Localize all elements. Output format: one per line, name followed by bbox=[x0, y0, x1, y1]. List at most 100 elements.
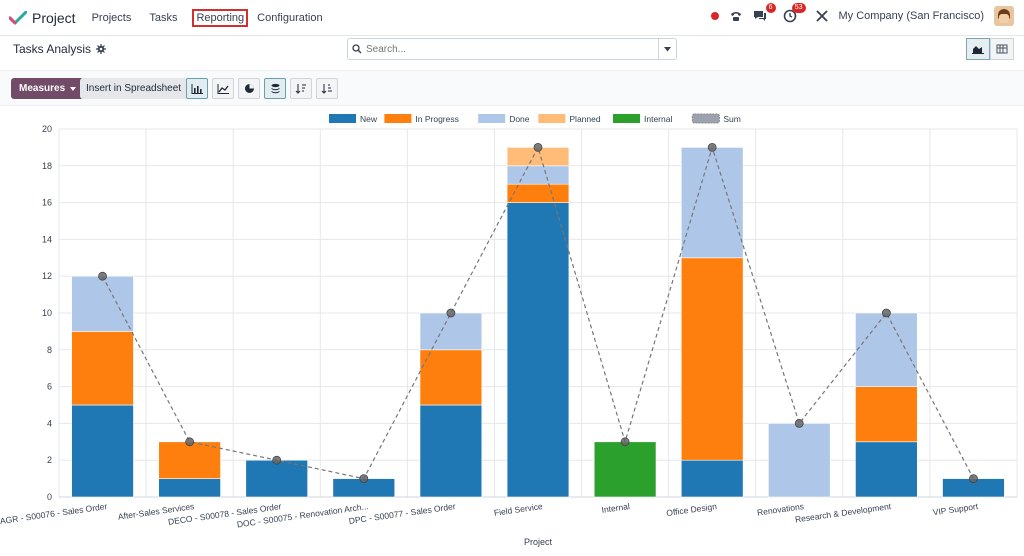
app-brand[interactable]: Project bbox=[9, 10, 76, 26]
caret-down-icon bbox=[70, 86, 77, 91]
x-tick-label: VIP Support bbox=[932, 501, 979, 517]
sum-point[interactable] bbox=[98, 271, 107, 281]
tools-icon[interactable] bbox=[815, 9, 829, 23]
x-tick-label: Office Design bbox=[666, 501, 718, 518]
menu-projects[interactable]: Projects bbox=[91, 11, 132, 24]
line-chart-button[interactable] bbox=[212, 78, 234, 99]
bar-segment[interactable] bbox=[680, 147, 744, 259]
bar-chart-icon bbox=[191, 83, 203, 94]
y-tick-label: 6 bbox=[47, 382, 52, 392]
bar-segment[interactable] bbox=[71, 275, 134, 332]
bar-segment[interactable] bbox=[158, 441, 221, 479]
x-tick-label: Research & Development bbox=[794, 501, 892, 524]
pivot-view-button[interactable] bbox=[990, 38, 1014, 60]
bar-segment[interactable] bbox=[506, 165, 570, 185]
pie-chart-icon bbox=[244, 84, 254, 93]
legend-swatch-sum bbox=[691, 113, 720, 124]
phone-icon[interactable] bbox=[729, 9, 743, 23]
x-axis-label: Project bbox=[524, 537, 553, 547]
legend-swatch bbox=[478, 114, 506, 123]
measures-label: Measures bbox=[19, 83, 66, 94]
graph-chart: 0 2 4 6 8 10 12 14 16 18 20 AGR - S00076 - Sales Or… bbox=[0, 107, 1024, 556]
legend-label: Planned bbox=[569, 114, 600, 124]
menu-configuration[interactable]: Configuration bbox=[257, 11, 323, 24]
top-navbar: Project Projects Tasks Reporting Configu… bbox=[0, 0, 1024, 36]
insert-spreadsheet-button[interactable]: Insert in Spreadsheet bbox=[80, 78, 188, 99]
legend-swatch bbox=[329, 114, 356, 123]
sort-ascending-button[interactable] bbox=[316, 78, 338, 99]
x-tick-label: Field Service bbox=[493, 501, 543, 518]
legend-item[interactable]: Planned bbox=[538, 114, 601, 124]
legend-label: Sum bbox=[723, 114, 740, 124]
company-switcher[interactable]: My Company (San Francisco) bbox=[838, 10, 985, 22]
sum-point[interactable] bbox=[707, 143, 717, 152]
bar-segment[interactable] bbox=[855, 441, 918, 498]
bar-segment[interactable] bbox=[593, 441, 657, 498]
legend-item[interactable]: New bbox=[329, 114, 378, 124]
y-tick-label: 8 bbox=[47, 345, 52, 355]
y-tick-label: 4 bbox=[47, 418, 52, 428]
bar-segment[interactable] bbox=[680, 459, 744, 498]
bar-segment[interactable] bbox=[71, 404, 134, 498]
bar-chart-button[interactable] bbox=[186, 78, 208, 99]
legend-item[interactable]: Sum bbox=[691, 113, 741, 124]
sort-ascending-icon bbox=[321, 84, 332, 94]
menu-reporting[interactable]: Reporting bbox=[192, 8, 249, 27]
bar-segment[interactable] bbox=[768, 423, 831, 498]
gear-icon[interactable] bbox=[96, 44, 107, 54]
bar-segment[interactable] bbox=[419, 404, 483, 498]
y-tick-label: 20 bbox=[42, 124, 52, 134]
sum-point[interactable] bbox=[359, 474, 369, 484]
bar-segment[interactable] bbox=[506, 202, 570, 498]
bar-segment[interactable] bbox=[245, 459, 308, 498]
chat-icon[interactable]: 6 bbox=[753, 3, 776, 23]
sum-point[interactable] bbox=[620, 437, 630, 447]
line-chart-icon bbox=[217, 83, 229, 94]
search-options-toggle[interactable] bbox=[658, 39, 676, 59]
area-chart-icon bbox=[972, 46, 984, 54]
search-input[interactable] bbox=[366, 43, 658, 55]
search-icon bbox=[348, 44, 366, 54]
y-tick-label: 10 bbox=[42, 308, 52, 318]
pie-chart-button[interactable] bbox=[238, 78, 260, 99]
bar-segment[interactable] bbox=[71, 331, 134, 406]
sum-point[interactable] bbox=[969, 474, 978, 484]
bar-segment[interactable] bbox=[419, 312, 483, 351]
user-avatar[interactable] bbox=[994, 6, 1014, 26]
legend-item[interactable]: Done bbox=[478, 114, 530, 124]
search-bar bbox=[347, 38, 677, 60]
sum-point[interactable] bbox=[272, 455, 282, 465]
legend-label: New bbox=[360, 114, 378, 124]
chat-badge: 6 bbox=[765, 3, 776, 13]
x-tick-label: AGR - S00076 - Sales Order bbox=[0, 501, 108, 526]
legend-swatch bbox=[613, 114, 640, 123]
bar-segment[interactable] bbox=[158, 478, 221, 498]
stacked-bar-chart: 0 2 4 6 8 10 12 14 16 18 20 AGR - S00076 - Sales Or… bbox=[0, 113, 1018, 547]
menu-tasks[interactable]: Tasks bbox=[149, 11, 178, 24]
graph-toolbar: Measures Insert in Spreadsheet bbox=[0, 70, 1024, 106]
bar-segment[interactable] bbox=[855, 312, 918, 387]
legend-item[interactable]: Internal bbox=[613, 114, 672, 124]
bar-segment[interactable] bbox=[680, 257, 744, 461]
sum-point[interactable] bbox=[446, 308, 456, 318]
bar-segment[interactable] bbox=[855, 386, 918, 443]
activity-clock-icon[interactable]: 53 bbox=[783, 3, 806, 23]
legend-item[interactable]: In Progress bbox=[384, 114, 459, 124]
sort-descending-button[interactable] bbox=[290, 78, 312, 99]
sum-point[interactable] bbox=[794, 418, 804, 428]
caret-down-icon bbox=[664, 46, 671, 51]
y-tick-label: 2 bbox=[47, 455, 52, 465]
sum-point[interactable] bbox=[881, 308, 891, 318]
y-tick-label: 16 bbox=[42, 198, 52, 208]
measures-button[interactable]: Measures bbox=[11, 78, 85, 99]
sum-point[interactable] bbox=[185, 437, 195, 447]
breadcrumb: Tasks Analysis bbox=[13, 42, 107, 56]
activity-badge: 53 bbox=[791, 3, 806, 13]
graph-view-button[interactable] bbox=[966, 38, 990, 60]
stacked-button[interactable] bbox=[264, 78, 286, 99]
legend-label: Internal bbox=[644, 114, 672, 124]
bar-segment[interactable] bbox=[419, 349, 483, 406]
bar-segment[interactable] bbox=[506, 183, 570, 203]
status-dot-icon[interactable] bbox=[710, 12, 719, 20]
sum-point[interactable] bbox=[533, 143, 543, 152]
